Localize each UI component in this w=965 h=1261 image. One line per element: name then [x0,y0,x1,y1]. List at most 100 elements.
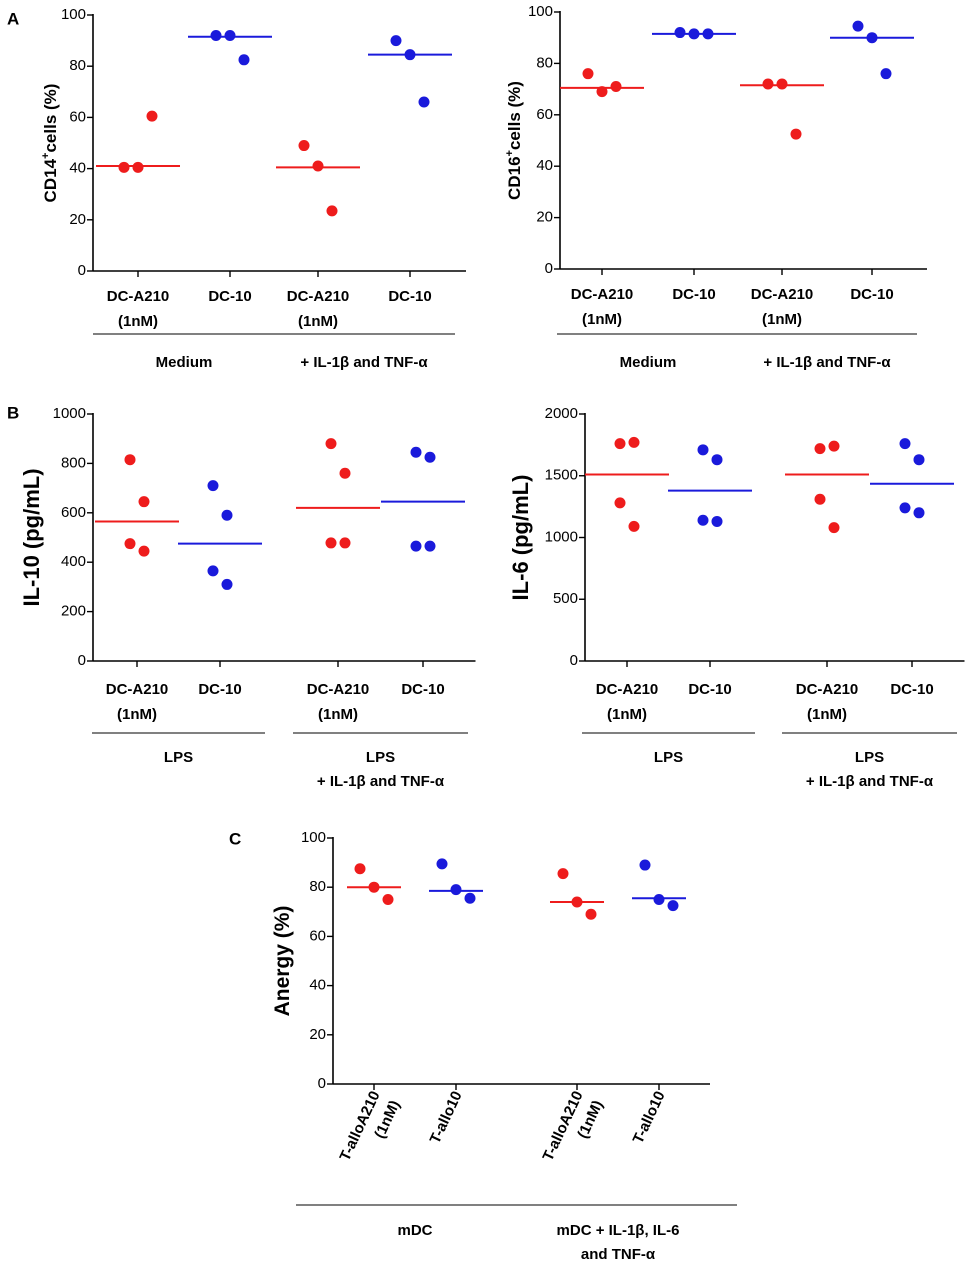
y-axis-label-tail: cells (%) [41,84,60,153]
y-tick-label: 20 [69,211,86,228]
y-tick-label: 40 [309,977,326,994]
y-tick-label: 1000 [545,528,578,545]
data-point [238,54,250,66]
group-label: Medium [156,354,213,371]
y-tick-label: 80 [309,878,326,895]
data-point [424,540,436,552]
data-point [410,540,422,552]
group-label: mDC + IL-1β, IL-6 [557,1222,680,1239]
x-category-label: DC-10 [890,681,933,698]
data-point [298,140,310,152]
y-tick-label: 0 [78,262,86,279]
y-tick-label: 2000 [545,405,578,422]
group-label: mDC [397,1222,432,1239]
y-tick-label: 60 [536,106,553,123]
data-point [711,515,723,527]
y-tick-label: 500 [553,590,578,607]
y-axis-label: CD14+cells (%) [40,84,61,203]
group-label: and TNF-α [581,1246,656,1261]
data-point [762,78,774,90]
data-point [596,86,608,98]
y-tick-label: 100 [528,3,553,20]
chart-a2: 0 20 40 60 80 100 CD16+cells (%) DC-A210 (1nM) DC… [504,3,927,371]
y-tick-label: 0 [570,652,578,669]
x-category-label: (1nM) [118,313,158,330]
data-point [418,96,430,108]
y-tick-label: 200 [61,603,86,620]
group-label: LPS [366,749,395,766]
data-point [614,497,626,509]
data-point [711,454,723,466]
data-point [221,578,233,590]
group-label: LPS [855,749,884,766]
chart-b2: 0 500 1000 1500 2000 IL-6 (pg/mL) DC-A210 (1nM)… [508,405,965,790]
y-tick-label: 400 [61,553,86,570]
data-point [326,205,338,217]
y-axis-label-main: IL-6 (pg/mL) [508,475,533,601]
group-label: LPS [654,749,683,766]
x-category-label: T-alloA210(1nM) [540,1089,607,1173]
data-point [404,49,416,61]
data-point [628,436,640,448]
x-category-label: DC-A210 [751,286,814,303]
data-point [146,110,158,122]
x-category-label: (1nM) [318,706,358,723]
y-axis-label: IL-10 (pg/mL) [19,468,44,606]
data-point [464,892,476,904]
data-point [124,538,136,550]
y-tick-label: 80 [536,54,553,71]
group-label: + IL-1β and TNF-α [317,773,445,790]
data-point [210,29,222,41]
data-point [653,894,665,905]
data-point [368,881,380,893]
x-category-label: DC-10 [198,681,241,698]
y-tick-label: 0 [78,652,86,669]
data-point [325,438,337,450]
data-point [614,438,626,450]
data-point [118,161,130,173]
data-point [325,537,337,549]
data-point [852,20,864,32]
x-category-label: DC-10 [672,286,715,303]
data-point [790,128,802,140]
x-category-label: DC-10 [208,288,251,305]
data-point [585,908,597,920]
y-tick-label: 80 [69,57,86,74]
data-point [582,68,594,80]
group-label: Medium [620,354,677,371]
data-point [339,467,351,479]
y-axis-label-main: Anergy (%) [271,906,294,1017]
group-label: + IL-1β and TNF-α [763,354,891,371]
y-tick-label: 40 [536,157,553,174]
data-point [138,496,150,508]
y-axis-label-superscript: + [40,153,52,159]
x-category-label-line: T-allo10 [630,1089,669,1147]
y-tick-label: 600 [61,504,86,521]
y-tick-label: 1000 [53,405,86,422]
y-axis-label-superscript: + [504,150,516,156]
data-point [571,896,583,908]
x-category-label: DC-A210 [571,286,634,303]
y-tick-label: 100 [301,829,326,846]
x-category-label: (1nM) [762,311,802,328]
y-axis-label-main: CD16 [505,156,524,199]
data-point [224,29,236,41]
data-point [776,78,788,90]
x-category-label: (1nM) [807,706,847,723]
x-category-label: (1nM) [582,311,622,328]
data-point [339,537,351,549]
group-label: + IL-1β and TNF-α [300,354,428,371]
group-label: LPS [164,749,193,766]
y-tick-label: 800 [61,454,86,471]
y-tick-label: 20 [536,209,553,226]
data-point [138,545,150,557]
y-axis-label: Anergy (%) [271,906,294,1017]
data-point [639,859,651,871]
data-point [913,454,925,466]
data-point [899,502,911,514]
x-category-label: DC-A210 [287,288,350,305]
x-category-label: T-allo10 [630,1089,669,1147]
x-category-label: T-allo10 [427,1089,466,1147]
chart-b1: B 0 200 400 600 800 1000 IL-10 (pg/mL) DC-A210 (1… [7,403,476,790]
